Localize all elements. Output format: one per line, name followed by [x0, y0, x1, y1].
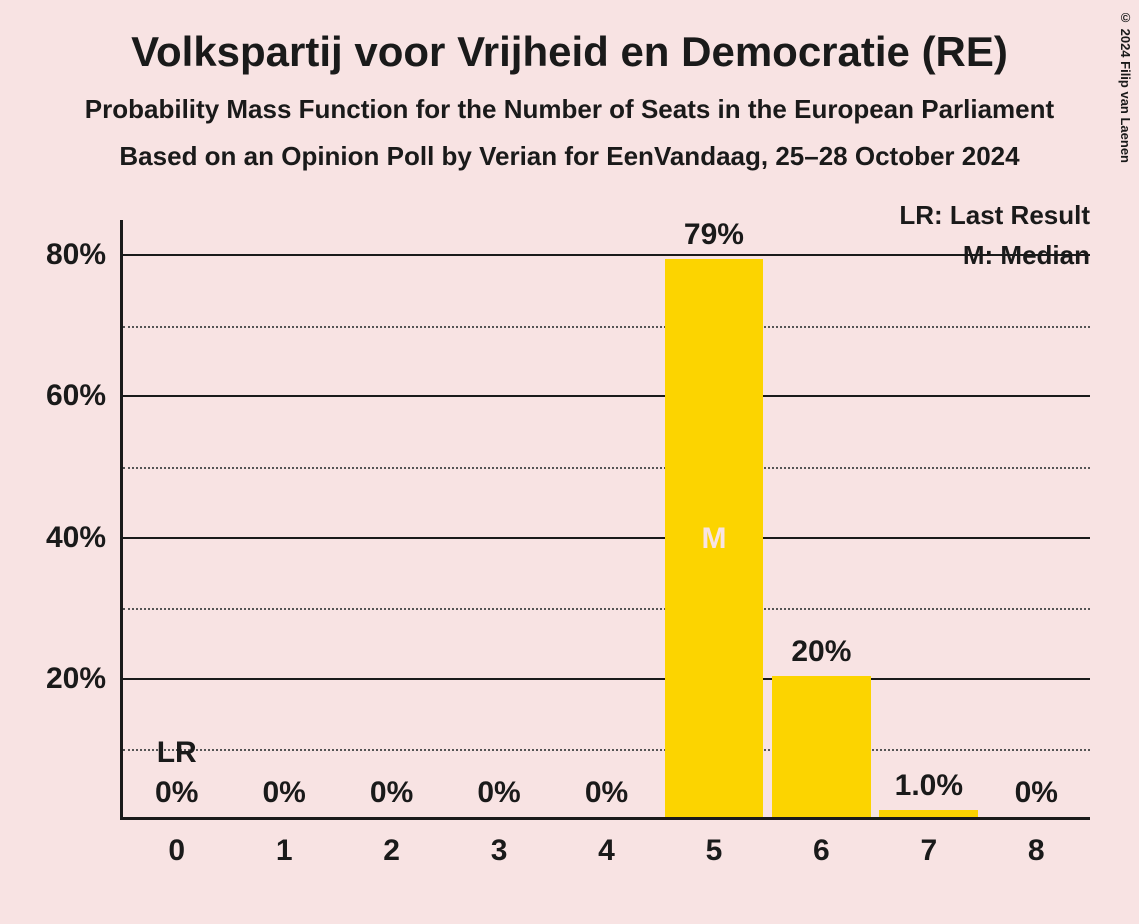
bar-value-label: 0% — [1015, 776, 1058, 810]
x-tick-label: 6 — [813, 834, 830, 868]
x-tick-label: 1 — [276, 834, 293, 868]
chart-subtitle-2: Based on an Opinion Poll by Verian for E… — [0, 141, 1139, 172]
x-tick-label: 0 — [168, 834, 185, 868]
y-tick-label: 60% — [46, 379, 106, 413]
y-tick-label: 80% — [46, 238, 106, 272]
bar-value-label: 0% — [370, 776, 413, 810]
bar-value-label: 0% — [477, 776, 520, 810]
legend-last-result: LR: Last Result — [899, 200, 1090, 231]
bar-value-label: 0% — [155, 776, 198, 810]
chart-plot-area: LR: Last Result M: Median 20%40%60%80%00… — [120, 220, 1090, 820]
median-marker: M — [701, 522, 726, 556]
grid-major-line — [123, 678, 1090, 680]
grid-minor-line — [123, 749, 1090, 751]
bar-value-label: 79% — [684, 218, 744, 252]
grid-major-line — [123, 395, 1090, 397]
bar — [879, 810, 978, 817]
bar-value-label: 20% — [791, 635, 851, 669]
y-axis — [120, 220, 123, 820]
y-tick-label: 40% — [46, 521, 106, 555]
bar-value-label: 1.0% — [895, 769, 963, 803]
chart-subtitle-1: Probability Mass Function for the Number… — [0, 94, 1139, 125]
x-tick-label: 2 — [383, 834, 400, 868]
grid-minor-line — [123, 326, 1090, 328]
x-tick-label: 7 — [920, 834, 937, 868]
x-tick-label: 8 — [1028, 834, 1045, 868]
grid-minor-line — [123, 608, 1090, 610]
grid-major-line — [123, 254, 1090, 256]
x-axis — [120, 817, 1090, 820]
x-tick-label: 3 — [491, 834, 508, 868]
y-tick-label: 20% — [46, 662, 106, 696]
x-tick-label: 4 — [598, 834, 615, 868]
grid-major-line — [123, 537, 1090, 539]
bar-value-label: 0% — [585, 776, 628, 810]
last-result-marker: LR — [157, 736, 197, 770]
copyright-text: © 2024 Filip van Laenen — [1118, 10, 1133, 163]
chart-title: Volkspartij voor Vrijheid en Democratie … — [0, 0, 1139, 76]
bar — [772, 676, 871, 817]
grid-minor-line — [123, 467, 1090, 469]
bar-value-label: 0% — [262, 776, 305, 810]
x-tick-label: 5 — [706, 834, 723, 868]
